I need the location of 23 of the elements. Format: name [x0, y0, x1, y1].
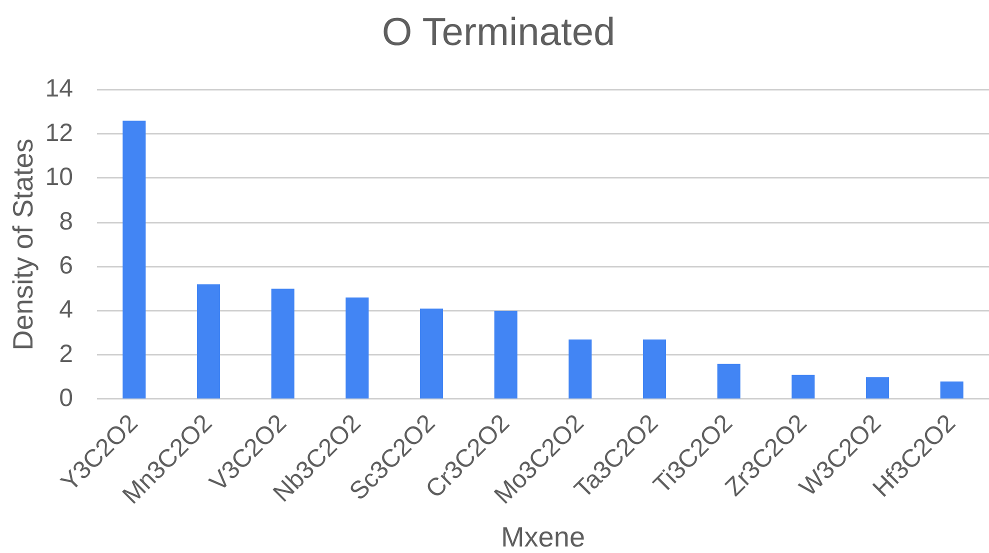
y-tick-label: 4: [59, 296, 74, 324]
bar: [196, 284, 220, 398]
y-axis-title: Density of States: [8, 138, 39, 350]
x-axis-title: Mxene: [500, 522, 586, 553]
bar: [642, 340, 666, 398]
bar: [940, 382, 964, 398]
chart-title: O Terminated: [382, 11, 616, 54]
y-tick-label: 12: [45, 118, 73, 147]
bar: [568, 340, 592, 398]
bar: [866, 377, 890, 398]
y-tick-label: 10: [45, 163, 73, 192]
bar: [717, 364, 740, 398]
y-tick-label: 0: [59, 384, 73, 412]
y-tick-label: 2: [59, 340, 73, 368]
y-tick-label: 6: [59, 252, 73, 280]
y-tick-label: 8: [59, 207, 73, 236]
y-tick-label: 14: [45, 74, 74, 103]
bar: [271, 288, 294, 398]
bar: [420, 308, 444, 398]
bar: [346, 298, 369, 398]
bar: [494, 310, 518, 398]
bar: [122, 120, 146, 398]
bar: [792, 374, 815, 398]
